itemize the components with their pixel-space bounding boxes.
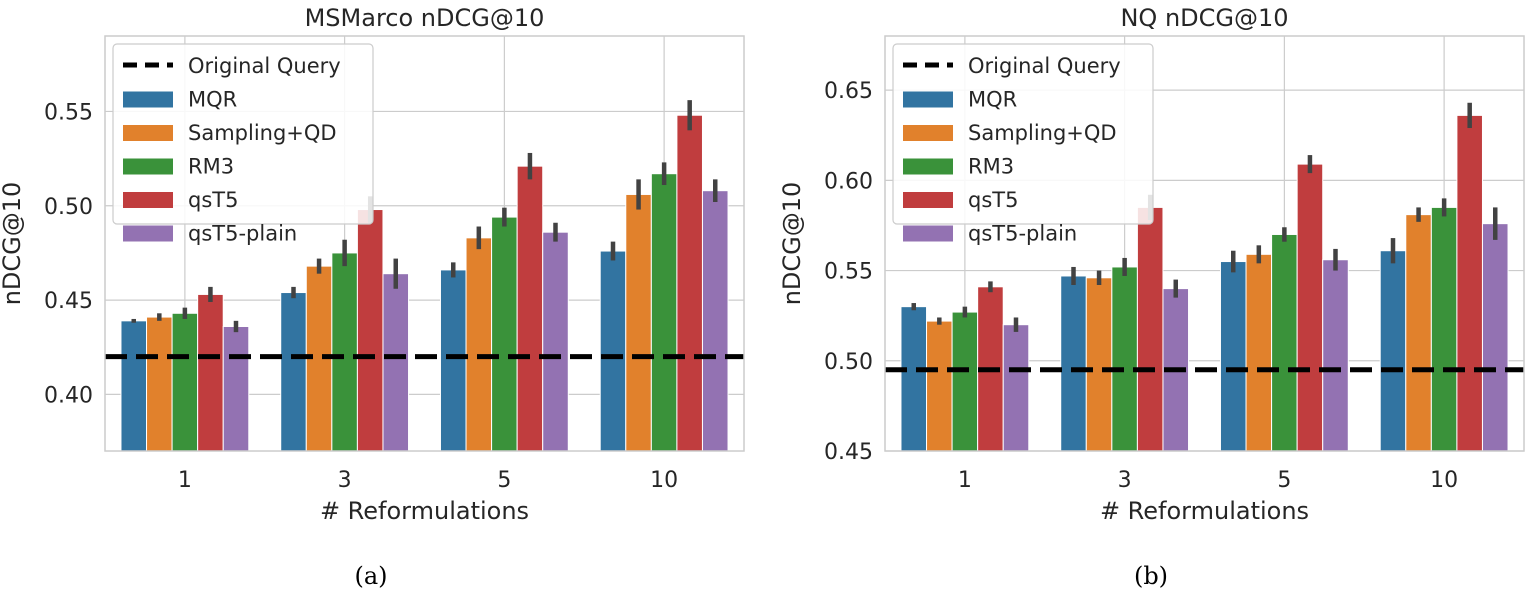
x-tick-label: 10	[1430, 468, 1458, 493]
bar-mqr-5	[1219, 261, 1247, 452]
legend-label: qsT5	[968, 188, 1018, 212]
bar-mqr-10	[599, 250, 627, 452]
legend-swatch-mqr	[123, 91, 173, 108]
chart-panel-2: 0.45 0.50 0.55 0.60 0.65 1 3 5 10 NQ nDCG@10 # Ref…	[778, 4, 1525, 589]
legend: Original Query MQR Sampling+QD RM3 qsT5 qsT5-…	[892, 43, 1154, 246]
legend-swatch-rm3	[903, 158, 953, 175]
bar-qst5-plain-1	[222, 326, 250, 452]
legend: Original Query MQR Sampling+QD RM3 qsT5 qsT5-…	[112, 43, 374, 246]
legend-label: qsT5-plain	[188, 222, 297, 246]
panel-caption: (b)	[1134, 562, 1168, 589]
bar-qst5-5	[516, 165, 544, 452]
y-tick-label: 0.40	[44, 383, 93, 408]
legend-label: Original Query	[968, 54, 1121, 78]
chart-title: MSMarco nDCG@10	[305, 4, 545, 32]
bar-qst5-plain-10	[701, 190, 729, 452]
y-tick-label: 0.65	[824, 79, 873, 104]
bar-mqr-1	[120, 320, 148, 452]
bar-sampling-qd-10	[625, 193, 652, 452]
legend-swatch-sampling-qd	[123, 125, 173, 141]
legend-label: RM3	[188, 155, 234, 179]
y-tick-label: 0.50	[44, 195, 93, 220]
chart-title: NQ nDCG@10	[1120, 4, 1288, 32]
y-tick-label: 0.60	[824, 169, 873, 194]
legend-label: Original Query	[188, 54, 341, 78]
legend-label: qsT5-plain	[968, 222, 1077, 246]
bar-mqr-3	[280, 292, 307, 452]
bar-rm3-5	[491, 216, 518, 452]
x-tick-label: 3	[338, 468, 352, 493]
bar-sampling-qd-3	[1085, 277, 1113, 452]
y-axis-label: nDCG@10	[778, 182, 806, 306]
bar-rm3-5	[1271, 233, 1298, 452]
bar-qst5-1	[197, 293, 224, 452]
bar-sampling-qd-5	[465, 237, 493, 452]
bar-qst5-10	[676, 114, 703, 452]
plot-frame	[104, 35, 745, 452]
y-tick-label: 0.55	[44, 100, 93, 125]
bar-rm3-1	[171, 312, 199, 452]
x-axis-label: # Reformulations	[320, 497, 529, 525]
x-axis-label: # Reformulations	[1100, 497, 1309, 525]
bar-qst5-plain-10	[1481, 223, 1509, 452]
legend-swatch-sampling-qd	[903, 125, 953, 141]
chart-panel-1: 0.40 0.45 0.50 0.55 1 3 5 10 MSMarco nDCG@10 # Re…	[0, 4, 745, 589]
bar-qst5-3	[356, 209, 384, 452]
bar-qst5-plain-5	[542, 231, 569, 452]
bar-qst5-plain-5	[1322, 259, 1349, 452]
bar-rm3-3	[331, 252, 358, 452]
x-tick-label: 1	[958, 468, 972, 493]
bar-qst5-3	[1136, 206, 1164, 452]
bar-qst5-plain-3	[382, 273, 410, 452]
x-tick-label: 3	[1118, 468, 1132, 493]
bar-qst5-10	[1456, 114, 1483, 452]
bar-rm3-1	[951, 311, 979, 452]
y-axis-label: nDCG@10	[0, 182, 26, 306]
y-tick-label: 0.50	[824, 350, 873, 375]
legend-box	[892, 43, 1154, 225]
legend-label: qsT5	[188, 188, 238, 212]
legend-box	[112, 43, 374, 225]
y-tick-label: 0.45	[824, 440, 873, 465]
bar-rm3-3	[1111, 266, 1138, 452]
x-tick-label: 5	[1277, 468, 1291, 493]
y-tick-label: 0.55	[824, 260, 873, 285]
bar-rm3-10	[1430, 206, 1458, 452]
legend-label: Sampling+QD	[968, 121, 1117, 145]
bar-qst5-5	[1296, 163, 1324, 452]
bar-qst5-plain-1	[1002, 324, 1030, 452]
bar-sampling-qd-1	[926, 320, 953, 452]
bar-sampling-qd-10	[1405, 214, 1432, 452]
legend-swatch-qst5-plain	[123, 225, 173, 242]
legend-label: RM3	[968, 155, 1014, 179]
legend-swatch-rm3	[123, 158, 173, 175]
y-tick-label: 0.45	[44, 289, 93, 314]
x-tick-label: 1	[178, 468, 192, 493]
plot-frame	[884, 35, 1525, 452]
bar-mqr-5	[439, 269, 467, 452]
bar-sampling-qd-1	[146, 316, 173, 452]
x-tick-label: 10	[650, 468, 678, 493]
bar-rm3-10	[650, 173, 678, 452]
bar-mqr-1	[900, 306, 928, 452]
bar-mqr-3	[1060, 275, 1087, 452]
panel-caption: (a)	[354, 562, 387, 589]
legend-label: Sampling+QD	[188, 121, 337, 145]
x-tick-label: 5	[497, 468, 511, 493]
legend-label: MQR	[188, 88, 237, 112]
legend-label: MQR	[968, 88, 1017, 112]
legend-swatch-qst5	[903, 192, 953, 208]
bar-sampling-qd-5	[1245, 253, 1273, 452]
legend-swatch-qst5	[123, 192, 173, 208]
legend-swatch-mqr	[903, 91, 953, 108]
legend-swatch-qst5-plain	[903, 225, 953, 242]
bar-mqr-10	[1379, 250, 1407, 452]
